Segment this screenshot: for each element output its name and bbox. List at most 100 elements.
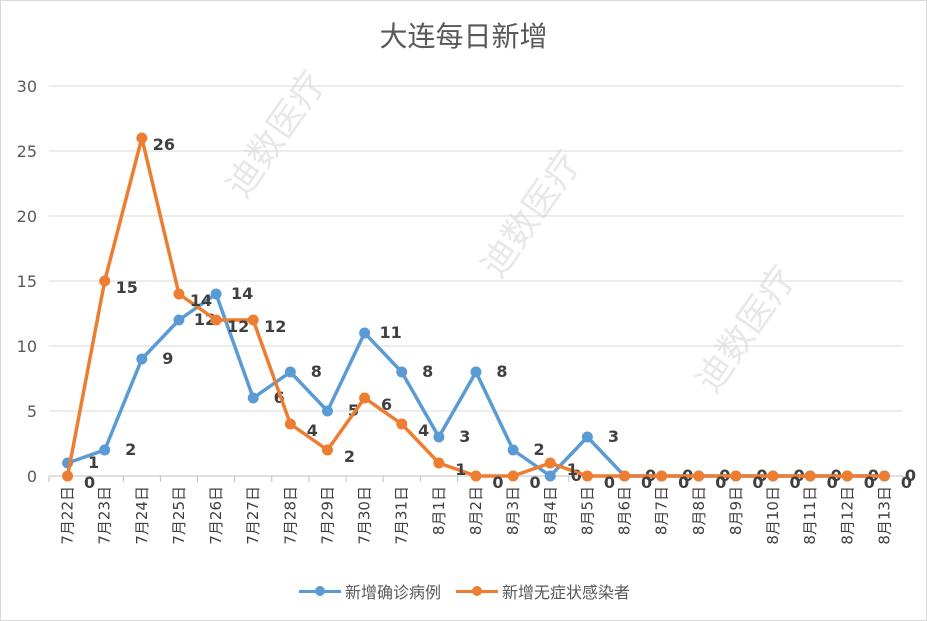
data-label-asymptomatic-6: 4 [307, 421, 318, 440]
x-tick-label-6: 7月28日 [281, 486, 299, 545]
y-tick-label-25: 25 [17, 142, 37, 161]
y-tick-label-20: 20 [17, 207, 37, 226]
x-tick-label-4: 7月26日 [207, 486, 225, 545]
data-label-asymptomatic-8: 6 [381, 395, 392, 414]
data-label-asymptomatic-15: 0 [641, 473, 652, 492]
point-asymptomatic-8 [359, 392, 371, 404]
point-confirmed-8 [359, 327, 371, 339]
point-asymptomatic-15 [619, 470, 631, 482]
data-label-confirmed-10: 3 [459, 427, 470, 446]
point-asymptomatic-14 [581, 470, 593, 482]
legend-label-asymptomatic: 新增无症状感染者 [502, 583, 631, 602]
point-asymptomatic-11 [470, 470, 482, 482]
x-tick-label-22: 8月13日 [875, 486, 893, 545]
point-asymptomatic-17 [693, 470, 705, 482]
data-label-asymptomatic-2: 26 [153, 135, 175, 154]
legend-marker-asymptomatic [454, 581, 500, 601]
point-asymptomatic-16 [656, 470, 668, 482]
y-tick-label-10: 10 [17, 337, 37, 356]
data-label-asymptomatic-10: 1 [455, 460, 466, 479]
x-tick-label-5: 7月27日 [244, 486, 262, 545]
data-label-confirmed-14: 3 [608, 427, 619, 446]
legend: 新增确诊病例 新增无症状感染者 [1, 579, 926, 605]
x-tick-label-20: 8月11日 [801, 486, 819, 545]
data-label-asymptomatic-11: 0 [492, 473, 503, 492]
data-label-asymptomatic-20: 0 [827, 473, 838, 492]
data-label-confirmed-13: 0 [571, 466, 582, 485]
point-confirmed-2 [136, 353, 148, 365]
x-tick-label-8: 7月30日 [356, 486, 374, 545]
point-confirmed-14 [581, 431, 593, 443]
data-label-asymptomatic-9: 4 [418, 421, 429, 440]
x-tick-label-13: 8月4日 [541, 486, 559, 535]
point-confirmed-5 [247, 392, 259, 404]
y-tick-label-15: 15 [17, 272, 37, 291]
point-asymptomatic-12 [507, 470, 519, 482]
data-label-confirmed-0: 1 [88, 453, 99, 472]
point-asymptomatic-2 [136, 132, 148, 144]
x-tick-label-16: 8月7日 [653, 486, 671, 535]
data-label-asymptomatic-21: 0 [864, 473, 875, 492]
point-confirmed-7 [321, 405, 333, 417]
watermark-1: 迪数医疗 [218, 64, 334, 205]
data-label-confirmed-2: 9 [162, 349, 173, 368]
x-tick-label-19: 8月10日 [764, 486, 782, 545]
data-label-asymptomatic-16: 0 [678, 473, 689, 492]
point-asymptomatic-5 [247, 314, 259, 326]
data-label-asymptomatic-22: 0 [901, 473, 912, 492]
data-label-confirmed-7: 5 [348, 401, 359, 420]
x-tick-label-1: 7月23日 [96, 486, 114, 545]
data-label-confirmed-9: 8 [422, 362, 433, 381]
watermark-2: 迪数医疗 [473, 144, 589, 285]
data-label-asymptomatic-13: 1 [567, 460, 578, 479]
data-label-confirmed-22: 0 [905, 466, 916, 485]
data-label-asymptomatic-5: 12 [264, 317, 286, 336]
point-asymptomatic-21 [841, 470, 853, 482]
data-label-asymptomatic-4: 12 [227, 317, 249, 336]
legend-item-confirmed: 新增确诊病例 [297, 579, 441, 603]
point-asymptomatic-7 [321, 444, 333, 456]
data-label-asymptomatic-0: 0 [84, 473, 95, 492]
data-label-asymptomatic-19: 0 [789, 473, 800, 492]
data-label-asymptomatic-3: 14 [190, 291, 212, 310]
x-tick-label-21: 8月12日 [838, 486, 856, 545]
y-tick-label-5: 5 [27, 402, 37, 421]
point-asymptomatic-19 [767, 470, 779, 482]
data-label-asymptomatic-1: 15 [116, 278, 138, 297]
point-asymptomatic-10 [433, 457, 445, 469]
data-label-confirmed-6: 8 [311, 362, 322, 381]
point-confirmed-1 [99, 444, 111, 456]
data-label-confirmed-8: 11 [379, 323, 401, 342]
x-tick-label-9: 7月31日 [393, 486, 411, 545]
data-label-asymptomatic-18: 0 [752, 473, 763, 492]
point-asymptomatic-4 [210, 314, 222, 326]
data-label-confirmed-11: 8 [496, 362, 507, 381]
data-label-asymptomatic-17: 0 [715, 473, 726, 492]
legend-marker-confirmed [297, 581, 343, 601]
x-tick-label-11: 8月2日 [467, 486, 485, 535]
x-tick-label-7: 7月29日 [318, 486, 336, 545]
point-confirmed-11 [470, 366, 482, 378]
point-confirmed-4 [210, 288, 222, 300]
x-tick-label-3: 7月25日 [170, 486, 188, 545]
watermark-3: 迪数医疗 [688, 259, 804, 400]
point-confirmed-6 [284, 366, 296, 378]
data-label-confirmed-4: 14 [231, 284, 253, 303]
x-tick-label-2: 7月24日 [133, 486, 151, 545]
point-confirmed-10 [433, 431, 445, 443]
y-tick-label-0: 0 [27, 467, 37, 486]
chart-title: 大连每日新增 [379, 20, 548, 53]
point-asymptomatic-22 [878, 470, 890, 482]
x-tick-label-17: 8月8日 [690, 486, 708, 535]
x-tick-label-18: 8月9日 [727, 486, 745, 535]
point-asymptomatic-9 [396, 418, 408, 430]
point-asymptomatic-0 [62, 470, 74, 482]
data-label-asymptomatic-14: 0 [604, 473, 615, 492]
legend-label-confirmed: 新增确诊病例 [344, 583, 441, 602]
point-confirmed-9 [396, 366, 408, 378]
point-asymptomatic-6 [284, 418, 296, 430]
point-asymptomatic-18 [730, 470, 742, 482]
point-asymptomatic-13 [544, 457, 556, 469]
